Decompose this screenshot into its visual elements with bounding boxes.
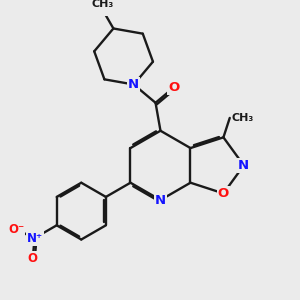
Text: O: O	[28, 252, 38, 265]
Text: O⁻: O⁻	[8, 223, 24, 236]
Text: O: O	[168, 81, 180, 94]
Text: N: N	[238, 159, 249, 172]
Text: CH₃: CH₃	[92, 0, 114, 9]
Text: O: O	[218, 187, 229, 200]
Text: CH₃: CH₃	[231, 113, 254, 123]
Text: N: N	[155, 194, 166, 206]
Text: N⁺: N⁺	[26, 232, 43, 244]
Text: N: N	[128, 78, 140, 91]
